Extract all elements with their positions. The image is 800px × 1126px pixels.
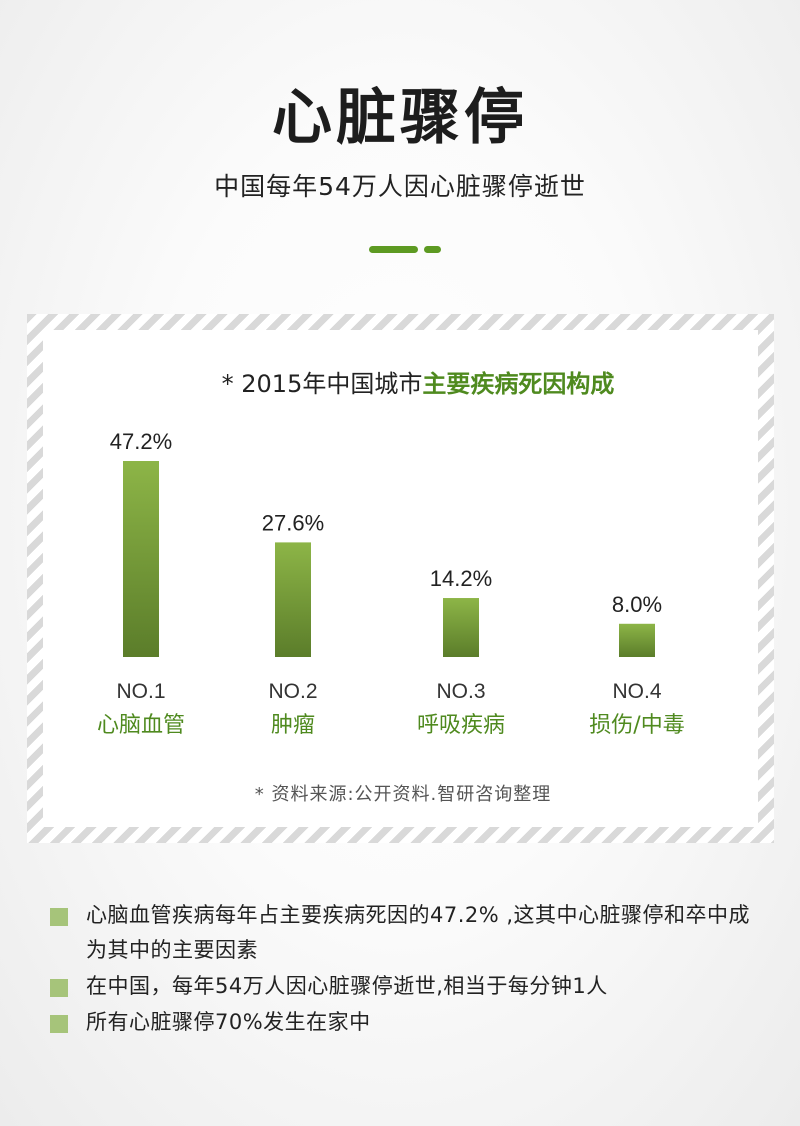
bar-value-label: 14.2%	[430, 566, 492, 591]
rank-label: NO.2	[268, 680, 317, 703]
rank-label: NO.4	[612, 680, 661, 703]
bar-value-label: 47.2%	[110, 429, 172, 454]
source-note: * 资料来源:公开资料.智研咨询整理	[254, 784, 552, 805]
bar	[275, 542, 311, 657]
category-label: 损伤/中毒	[589, 713, 684, 738]
chart-title: * 2015年中国城市主要疾病死因构成	[0, 368, 800, 400]
note-text: 心脑血管疾病每年占主要疾病死因的47.2% ,这其中心脏骤停和卒中成为其中的主要…	[86, 903, 751, 962]
chart-title-prefix: * 2015年中国城市	[221, 370, 423, 398]
bullet-square-icon	[50, 979, 68, 997]
category-label: 呼吸疾病	[417, 713, 505, 738]
decorative-dash-short	[424, 246, 441, 253]
bar-value-label: 8.0%	[612, 592, 662, 617]
bar	[443, 598, 479, 657]
chart-title-highlight: 主要疾病死因构成	[422, 370, 615, 398]
note-item: 心脑血管疾病每年占主要疾病死因的47.2% ,这其中心脏骤停和卒中成为其中的主要…	[50, 898, 770, 968]
note-item: 所有心脏骤停70%发生在家中	[50, 1005, 770, 1040]
category-label: 心脑血管	[97, 713, 185, 738]
notes-list: 心脑血管疾病每年占主要疾病死因的47.2% ,这其中心脏骤停和卒中成为其中的主要…	[50, 898, 770, 1040]
chart-frame	[27, 314, 774, 843]
rank-label: NO.3	[436, 680, 485, 703]
page-title: 心脏骤停	[272, 83, 528, 153]
category-label: 肿瘤	[271, 713, 315, 738]
bar-value-label: 27.6%	[262, 510, 324, 535]
note-text: 在中国，每年54万人因心脏骤停逝世,相当于每分钟1人	[86, 974, 608, 998]
note-text: 所有心脏骤停70%发生在家中	[86, 1010, 371, 1034]
decorative-dash-long	[369, 246, 418, 253]
page-subtitle: 中国每年54万人因心脏骤停逝世	[214, 172, 586, 201]
rank-label: NO.1	[116, 680, 165, 703]
bullet-square-icon	[50, 908, 68, 926]
bar	[123, 461, 159, 657]
bullet-square-icon	[50, 1015, 68, 1033]
bar	[619, 623, 655, 657]
note-item: 在中国，每年54万人因心脏骤停逝世,相当于每分钟1人	[50, 969, 770, 1004]
chart-panel	[43, 330, 758, 827]
